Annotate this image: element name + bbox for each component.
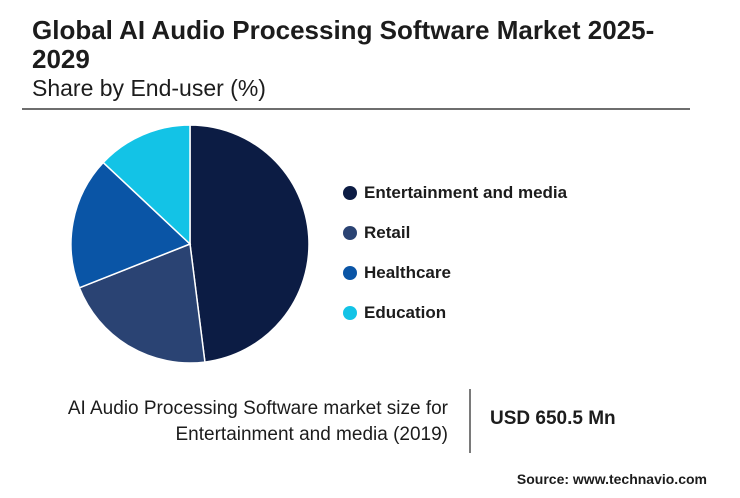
pie-chart — [70, 124, 310, 364]
legend-label-entertainment-and-media: Entertainment and media — [364, 183, 568, 202]
legend-swatch-retail — [343, 226, 357, 240]
pie-slice-retail — [78, 242, 206, 364]
pie-slice-education — [102, 124, 191, 246]
chart-legend: Entertainment and media Retail Healthcare E… — [343, 173, 567, 333]
legend-swatch-entertainment-and-media — [343, 186, 357, 200]
legend-label-retail: Retail — [364, 223, 411, 242]
legend-label-healthcare: Healthcare — [364, 263, 451, 282]
legend-item-education: Education — [343, 293, 567, 333]
legend-item-entertainment-and-media: Entertainment and media — [343, 173, 567, 213]
market-size-description: AI Audio Processing Software market size… — [68, 396, 448, 448]
legend-item-retail: Retail — [343, 213, 567, 253]
header-divider — [22, 108, 690, 110]
legend-swatch-education — [343, 306, 357, 320]
market-size-description-line1: AI Audio Processing Software market size… — [67, 398, 448, 419]
pie-slice-healthcare — [70, 161, 192, 289]
legend-label-education: Education — [364, 303, 447, 322]
legend-item-healthcare: Healthcare — [343, 253, 567, 293]
chart-subtitle: Share by End-user (%) — [32, 75, 266, 101]
source-credit: Source: www.technavio.com — [516, 471, 707, 487]
market-size-description-line2: Entertainment and media (2019) — [175, 424, 449, 445]
pie-slice-entertainment-and-media — [189, 124, 310, 363]
footer-divider — [469, 389, 471, 453]
market-size-value: USD 650.5 Mn — [490, 408, 616, 429]
chart-title: Global AI Audio Processing Software Mark… — [32, 15, 655, 74]
legend-swatch-healthcare — [343, 266, 357, 280]
